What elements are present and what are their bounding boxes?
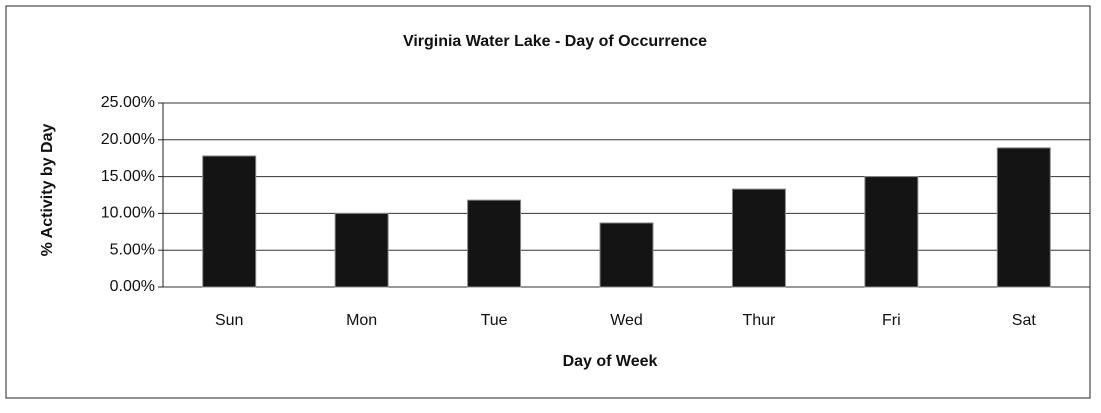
y-tick-label: 5.00% [110, 241, 155, 258]
x-tick-label: Sun [215, 312, 243, 329]
x-tick-label: Mon [346, 312, 377, 329]
x-tick-label: Fri [882, 312, 901, 329]
bar [864, 176, 919, 288]
chart-frame [5, 5, 1091, 399]
bar [202, 155, 257, 288]
x-tick-label: Sat [1012, 312, 1037, 329]
bar [599, 222, 654, 288]
y-tick-label: 20.00% [101, 131, 155, 148]
y-tick-label: 15.00% [101, 168, 155, 185]
y-tick-label: 25.00% [101, 94, 155, 111]
chart-title: Virginia Water Lake - Day of Occurrence [403, 33, 707, 50]
x-tick-label: Wed [610, 312, 643, 329]
y-tick-label: 0.00% [110, 278, 155, 295]
bar [996, 147, 1051, 288]
x-tick-label: Thur [742, 312, 776, 329]
y-tick-label: 10.00% [101, 205, 155, 222]
bar [467, 199, 522, 288]
y-axis-title: % Activity by Day [39, 124, 56, 257]
bar [334, 212, 389, 288]
x-axis-title: Day of Week [563, 353, 658, 370]
x-tick-label: Tue [481, 312, 508, 329]
bar [731, 188, 786, 288]
